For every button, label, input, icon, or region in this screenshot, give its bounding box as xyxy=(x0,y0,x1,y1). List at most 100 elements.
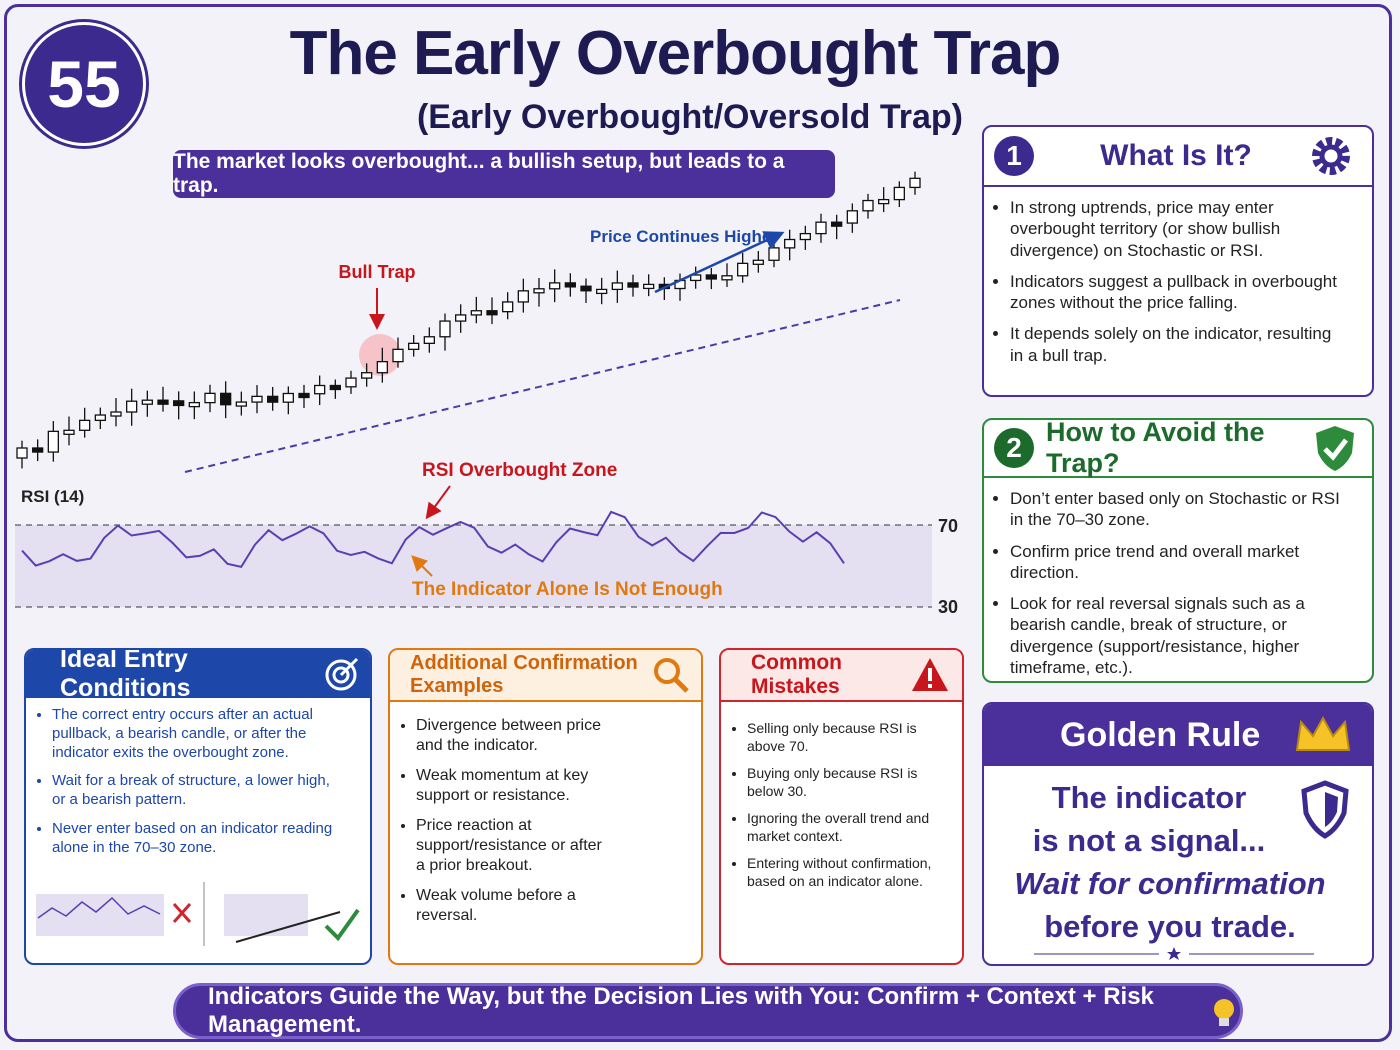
candle-part xyxy=(893,186,905,201)
bullet: Confirm price trend and overall market d… xyxy=(1010,541,1348,584)
candle-part xyxy=(282,392,294,403)
box-title: Additional Confirmation Examples xyxy=(410,652,638,697)
rsi-level: 30 xyxy=(938,597,958,617)
frame xyxy=(4,4,1392,1042)
box-title: Golden Rule xyxy=(1060,715,1261,754)
candle-part xyxy=(298,392,310,399)
bullet-list: Divergence between price and the indicat… xyxy=(390,716,701,926)
box-title: What Is It? xyxy=(1100,139,1252,172)
candle-part xyxy=(721,275,733,281)
candle-part xyxy=(329,384,341,391)
number: 2 xyxy=(994,428,1034,468)
rsi-label: RSI (14) xyxy=(21,487,84,506)
candle-part xyxy=(361,372,373,379)
annotation: The Indicator Alone Is Not Enough xyxy=(412,579,723,600)
candle-part xyxy=(314,384,326,395)
candle-part xyxy=(16,447,28,459)
candle-part xyxy=(768,247,780,261)
badge: 55 xyxy=(22,22,146,146)
candle-part xyxy=(737,262,749,277)
warning-icon xyxy=(912,658,948,691)
candle-part xyxy=(204,392,216,404)
candle-part xyxy=(63,429,75,435)
candle-part xyxy=(141,399,153,405)
candle-part xyxy=(345,377,357,388)
candle-part xyxy=(188,401,200,408)
candle-part xyxy=(517,290,529,303)
box-title: How to Avoid the Trap? xyxy=(1046,418,1265,478)
bullet-list: In strong uptrends, price may enter over… xyxy=(984,197,1372,366)
candle-part xyxy=(627,282,639,288)
number: 1 xyxy=(994,136,1034,176)
bullet: Look for real reversal signals such as a… xyxy=(1010,593,1348,678)
arrow xyxy=(425,485,451,520)
candle-part xyxy=(267,395,279,403)
rule-line: Wait for confirmation xyxy=(1014,866,1326,901)
candle-part xyxy=(126,400,138,413)
avoid-box: 2 How to Avoid the Trap? Don’t enter bas… xyxy=(982,418,1374,683)
candle-part xyxy=(705,274,717,280)
bullet-list: Selling only because RSI is above 70. Buy… xyxy=(721,720,962,890)
bullet: Ignoring the overall trend and market co… xyxy=(747,810,944,845)
candle-part xyxy=(690,274,702,282)
candle-part xyxy=(643,283,655,290)
box-title: Common Mistakes xyxy=(751,651,842,698)
shield-icon xyxy=(1301,780,1349,839)
ideal-box: Ideal Entry Conditions The correct entry… xyxy=(24,648,372,965)
crown-icon xyxy=(1295,715,1351,751)
candle-part xyxy=(549,282,561,290)
bullet: The correct entry occurs after an actual… xyxy=(52,706,340,762)
bullet: It depends solely on the indicator, resu… xyxy=(1010,323,1348,366)
candle-part xyxy=(423,336,435,344)
bullet: Weak volume before a reversal. xyxy=(416,886,606,926)
what-box: 1 What Is It? In strong uptrends, price … xyxy=(982,125,1374,397)
arrow xyxy=(411,555,433,577)
bullet: Indicators suggest a pullback in overbou… xyxy=(1010,271,1348,314)
bullet: Selling only because RSI is above 70. xyxy=(747,720,944,755)
candle-part xyxy=(392,348,404,363)
candle-part xyxy=(157,399,169,405)
candle-part xyxy=(220,392,232,406)
bullet: In strong uptrends, price may enter over… xyxy=(1010,197,1348,261)
candle-part xyxy=(611,282,623,291)
gear-icon xyxy=(1312,137,1350,175)
candle-part xyxy=(408,342,420,350)
bulb-icon xyxy=(1214,999,1235,1026)
footer: Indicators Guide the Way, but the Decisi… xyxy=(173,983,1243,1039)
candle-part xyxy=(470,310,482,316)
subtitle: (Early Overbought/Oversold Trap) xyxy=(416,98,963,136)
candle-part xyxy=(784,238,796,249)
candle-part xyxy=(47,430,59,453)
candle-part xyxy=(580,285,592,292)
bullet: Price reaction at support/resistance or … xyxy=(416,816,606,876)
candle-part xyxy=(846,210,858,224)
candle-part xyxy=(173,400,185,407)
trap-highlight xyxy=(359,334,401,376)
rule-line: The indicator xyxy=(1051,780,1247,815)
candle-part xyxy=(815,221,827,235)
rsi-line xyxy=(21,510,845,569)
annotation: Price Continues Higher xyxy=(590,227,778,246)
candle-part xyxy=(533,288,545,294)
bullet: Divergence between price and the indicat… xyxy=(416,716,606,756)
candle-part xyxy=(862,199,874,212)
bullet: Entering without confirmation, based on … xyxy=(747,855,944,890)
shield-icon xyxy=(1316,426,1354,471)
candle-part xyxy=(251,395,263,403)
candle-part xyxy=(831,221,843,227)
candle-part xyxy=(909,177,921,189)
rule-line: is not a signal... xyxy=(1032,823,1266,858)
candles xyxy=(16,171,921,469)
candle-part xyxy=(439,320,451,338)
candle-part xyxy=(502,301,514,313)
arrow xyxy=(654,231,785,294)
candle-part xyxy=(110,411,122,417)
title: The Early Overbought Trap xyxy=(289,19,1062,88)
bullet: Weak momentum at key support or resistan… xyxy=(416,766,606,806)
candle-part xyxy=(878,198,890,205)
mistakes-box: Common Mistakes Selling only because RSI… xyxy=(719,648,964,965)
candle-part xyxy=(235,401,247,407)
rsi-level: 70 xyxy=(938,516,958,536)
